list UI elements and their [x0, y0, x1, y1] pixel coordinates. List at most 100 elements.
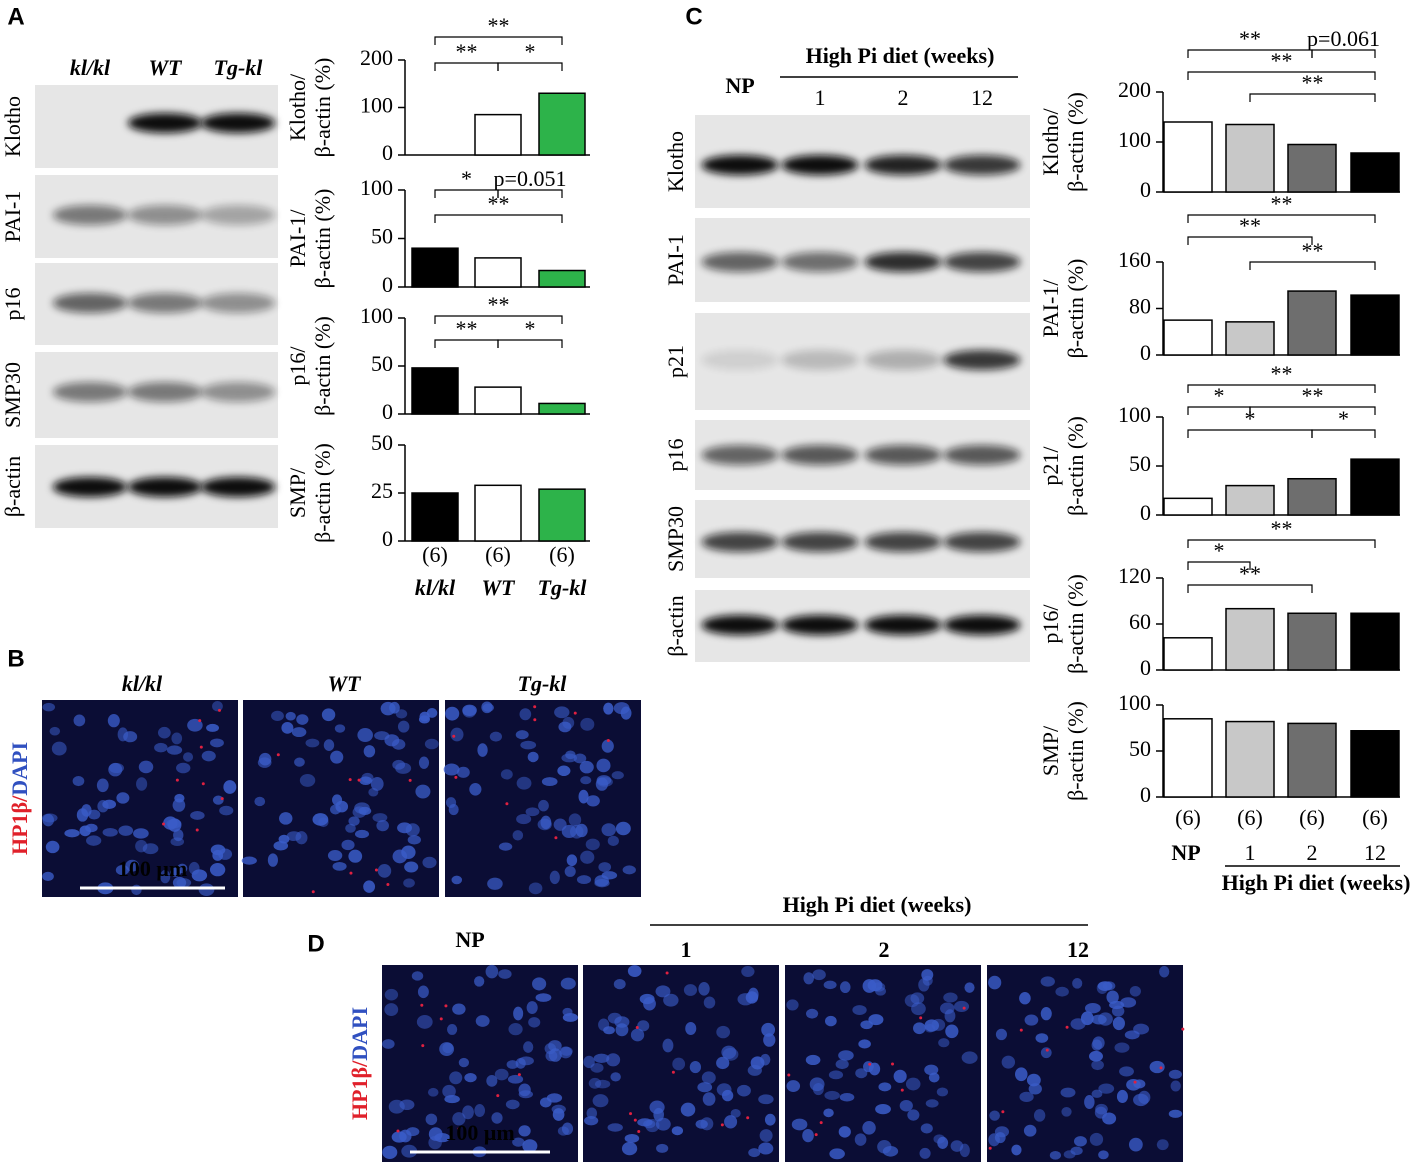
- bar: [411, 367, 459, 415]
- nucleus: [210, 738, 224, 748]
- nucleus: [201, 750, 216, 762]
- nucleus: [747, 1064, 762, 1076]
- blot-row-label: p16: [0, 288, 25, 321]
- red-spot: [444, 1004, 448, 1008]
- blot-band: [127, 477, 203, 497]
- red-spot: [374, 868, 378, 872]
- bar: [1350, 730, 1400, 798]
- nucleus: [936, 1087, 949, 1097]
- bar: [1225, 123, 1275, 193]
- nucleus: [551, 1104, 566, 1114]
- nucleus: [392, 849, 408, 864]
- nucleus: [643, 997, 656, 1011]
- nucleus: [399, 1099, 415, 1111]
- y-tick-label: 100: [1118, 127, 1151, 152]
- nucleus: [1035, 1033, 1049, 1043]
- nucleus: [786, 999, 799, 1011]
- bar: [1287, 612, 1337, 671]
- nucleus: [611, 771, 624, 780]
- significance-bracket: [434, 36, 563, 45]
- significance-label: *: [525, 316, 536, 341]
- nucleus: [701, 1071, 716, 1085]
- bar: [538, 269, 586, 288]
- nucleus: [169, 867, 182, 877]
- nucleus: [1070, 1146, 1083, 1156]
- significance-bracket: [434, 315, 563, 324]
- nucleus: [1091, 1060, 1104, 1071]
- lane-label: 12: [971, 85, 993, 110]
- red-spot: [452, 734, 456, 738]
- nucleus: [133, 828, 149, 839]
- nucleus: [271, 710, 284, 721]
- significance-bracket: [497, 189, 563, 198]
- nucleus: [334, 724, 346, 733]
- lane-label: Tg-kl: [214, 55, 264, 80]
- red-spot: [457, 1127, 461, 1131]
- nucleus: [354, 829, 370, 839]
- nucleus: [561, 753, 578, 763]
- nucleus: [1168, 1109, 1183, 1118]
- nucleus: [805, 1054, 821, 1066]
- nucleus: [760, 1053, 771, 1066]
- nucleus: [829, 1148, 845, 1160]
- nucleus: [1019, 1091, 1034, 1103]
- y-tick-label: 50: [1129, 451, 1151, 476]
- nucleus: [489, 731, 502, 742]
- nucleus: [527, 751, 539, 763]
- nucleus: [601, 739, 614, 753]
- nucleus: [296, 714, 309, 725]
- blot-band: [200, 477, 276, 497]
- nucleus: [171, 732, 183, 745]
- nucleus: [702, 1092, 716, 1106]
- nucleus: [758, 1142, 774, 1155]
- blot-band: [701, 615, 779, 635]
- nucleus: [1019, 992, 1031, 1005]
- nucleus: [603, 702, 614, 715]
- nucleus: [525, 807, 540, 817]
- nucleus: [537, 818, 552, 831]
- nucleus: [1098, 1083, 1115, 1094]
- red-spot: [349, 871, 353, 875]
- y-axis-label: β-actin (%): [310, 58, 335, 158]
- x-axis-label: High Pi diet (weeks): [1222, 870, 1411, 895]
- nucleus: [51, 741, 67, 756]
- nucleus: [566, 854, 578, 867]
- nucleus: [592, 1094, 609, 1108]
- panel-label: B: [7, 645, 24, 672]
- nucleus: [258, 752, 272, 766]
- y-tick-label: 50: [1129, 736, 1151, 761]
- y-axis-label: β-actin (%): [310, 443, 335, 543]
- nucleus: [724, 1115, 738, 1129]
- nucleus: [397, 720, 410, 733]
- nucleus: [994, 1132, 1006, 1144]
- lane-label: 1: [815, 85, 826, 110]
- red-spot: [420, 1003, 424, 1007]
- significance-bracket: [434, 214, 563, 223]
- bar: [1225, 484, 1275, 516]
- nucleus: [656, 1143, 669, 1153]
- nucleus: [940, 1002, 955, 1015]
- nucleus: [123, 731, 138, 743]
- blot-band: [864, 615, 942, 635]
- bar: [1163, 637, 1213, 671]
- nucleus: [645, 1118, 660, 1133]
- nucleus: [562, 1007, 573, 1017]
- nucleus: [190, 811, 205, 820]
- nucleus: [621, 1141, 638, 1156]
- n-label: (6): [422, 542, 448, 567]
- nucleus: [812, 1082, 824, 1096]
- nucleus: [519, 708, 532, 721]
- stain-part: HP1β: [7, 802, 32, 855]
- nucleus: [370, 776, 384, 791]
- nucleus: [812, 969, 826, 981]
- red-spot: [554, 836, 558, 840]
- blot-band: [864, 252, 942, 272]
- y-axis-label: SMP/: [285, 467, 310, 518]
- nucleus: [541, 777, 558, 787]
- y-tick-label: 200: [360, 45, 393, 70]
- nucleus: [919, 1147, 931, 1159]
- nucleus: [523, 1041, 534, 1053]
- nucleus: [730, 1108, 741, 1118]
- significance-bracket: [1249, 406, 1376, 415]
